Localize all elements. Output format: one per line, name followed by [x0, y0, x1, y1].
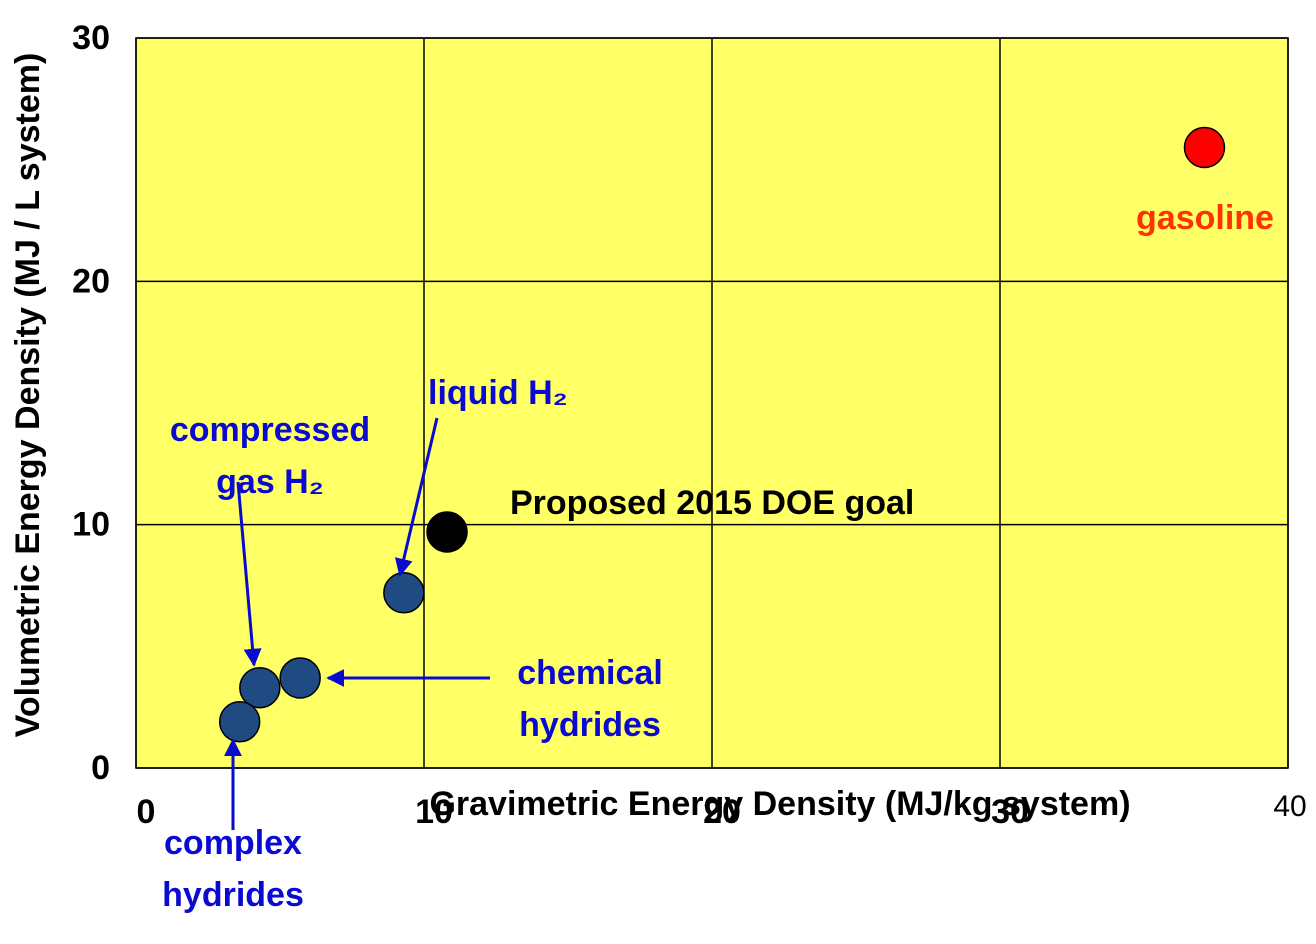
annotation: gas H₂ — [216, 463, 324, 501]
point — [1183, 126, 1226, 169]
y-tick-label: 30 — [72, 19, 110, 57]
point — [279, 657, 321, 699]
y-tick-label: 10 — [72, 506, 110, 544]
x-tick-label: 40 — [1273, 790, 1306, 823]
annotation: hydrides — [519, 706, 661, 744]
annotation-arrow — [394, 417, 439, 577]
point — [383, 572, 425, 614]
x-axis-label: Gravimetric Energy Density (MJ/kg system… — [429, 785, 1130, 823]
annotation: liquid H₂ — [428, 374, 568, 412]
x-tick-label: 10 — [415, 793, 453, 831]
x-tick-label: 20 — [703, 793, 741, 831]
y-tick-label: 0 — [91, 749, 110, 787]
y-tick-label: 20 — [72, 262, 110, 300]
x-tick-label: 30 — [991, 793, 1029, 831]
y-axis-label: Volumetric Energy Density (MJ / L system… — [9, 53, 47, 738]
annotation: compressed — [170, 411, 370, 449]
point — [239, 666, 281, 709]
point — [218, 701, 261, 743]
annotation-arrow — [236, 481, 262, 667]
annotation: gasoline — [1136, 199, 1274, 237]
annotation: hydrides — [162, 876, 304, 914]
annotation: chemical — [517, 654, 663, 692]
point — [426, 511, 468, 553]
annotation: complex — [164, 824, 302, 862]
annotation: Proposed 2015 DOE goal — [510, 484, 914, 522]
x-tick-label: 0 — [137, 793, 156, 831]
